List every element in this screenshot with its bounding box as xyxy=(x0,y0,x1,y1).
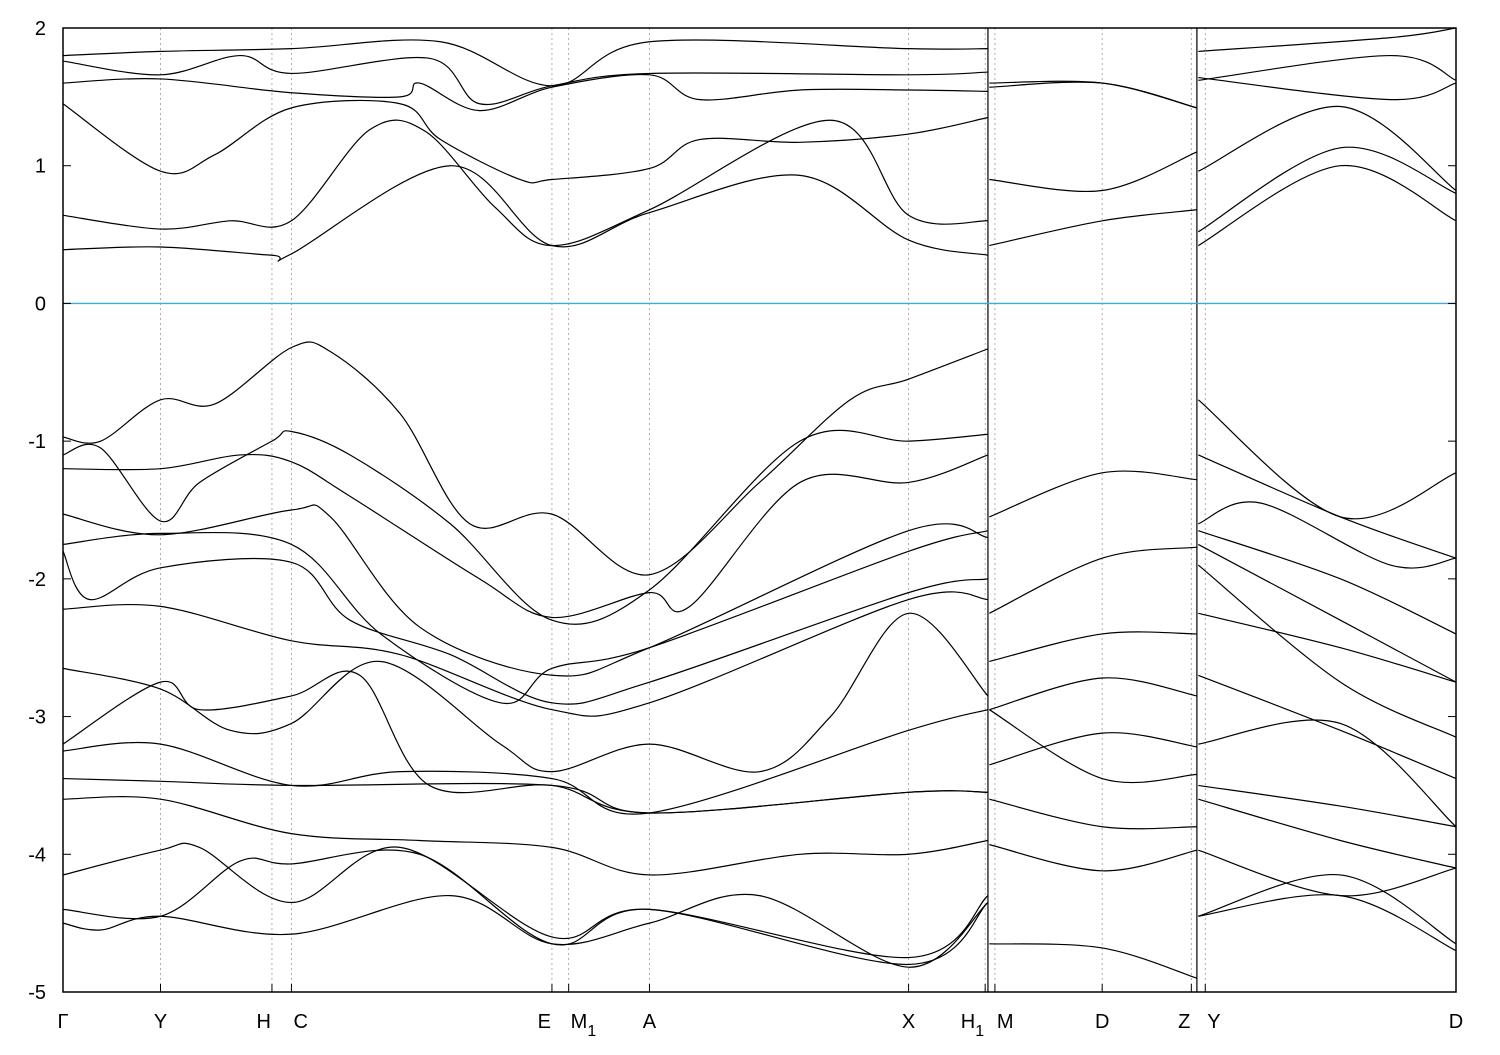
x-tick-label: Y xyxy=(154,1011,167,1033)
band-line xyxy=(62,429,989,625)
band-line xyxy=(1197,564,1457,738)
y-tick-label: -5 xyxy=(28,982,46,1004)
band-line xyxy=(1197,399,1457,520)
band-line xyxy=(989,709,1197,784)
band-line xyxy=(989,844,1198,872)
x-tick-label: D xyxy=(1449,1011,1463,1033)
x-tick-label: Γ xyxy=(57,1011,68,1033)
band-line xyxy=(1198,719,1457,828)
band-line xyxy=(989,943,1198,979)
band-line xyxy=(62,453,989,619)
x-tick-label: M xyxy=(997,1011,1014,1033)
band-line xyxy=(1198,784,1457,828)
band-line xyxy=(62,777,988,814)
band-line xyxy=(1198,76,1457,101)
x-tick-label: Z xyxy=(1178,1011,1190,1033)
band-line xyxy=(1198,501,1457,569)
band-line xyxy=(989,732,1197,766)
y-tick-label: 2 xyxy=(35,18,46,40)
x-tick-label: A xyxy=(643,1011,657,1033)
band-line xyxy=(62,73,988,112)
band-line xyxy=(62,504,989,677)
band-line xyxy=(62,54,988,106)
band-line xyxy=(62,893,989,968)
x-tick-label: M1 xyxy=(571,1011,597,1040)
y-tick-label: -2 xyxy=(28,569,46,591)
band-line xyxy=(1198,543,1457,683)
x-tick-label: C xyxy=(293,1011,307,1033)
band-line xyxy=(989,151,1198,192)
x-tick-label: H xyxy=(256,1011,270,1033)
band-line xyxy=(62,849,989,966)
band-line xyxy=(1198,27,1457,53)
band-line xyxy=(1198,798,1457,869)
grid-lines xyxy=(160,28,1206,992)
y-tick-label: -3 xyxy=(28,707,46,729)
plot-frame xyxy=(62,27,1457,993)
band-line xyxy=(62,612,989,773)
band-line xyxy=(62,842,989,959)
band-line xyxy=(1198,874,1457,945)
y-tick-label: -4 xyxy=(28,844,46,866)
bands xyxy=(62,27,1457,979)
band-line xyxy=(989,546,1197,614)
band-line xyxy=(989,209,1197,247)
band-line xyxy=(1198,54,1457,81)
band-line xyxy=(1198,105,1457,191)
band-line xyxy=(989,677,1198,711)
band-line xyxy=(62,39,988,87)
y-tick-label: -1 xyxy=(28,431,46,453)
band-line xyxy=(62,796,989,876)
band-line xyxy=(1198,612,1457,683)
band-line xyxy=(1198,849,1457,897)
band-line xyxy=(1198,894,1457,952)
band-line xyxy=(1198,454,1457,559)
x-tick-label: Y xyxy=(1207,1011,1220,1033)
band-line xyxy=(1198,674,1457,780)
y-tick-label: 0 xyxy=(35,293,46,315)
band-line xyxy=(62,551,989,705)
x-tick-label: H1 xyxy=(961,1011,984,1040)
band-line xyxy=(62,591,988,717)
band-line xyxy=(989,798,1197,830)
band-line xyxy=(1198,165,1457,247)
band-line xyxy=(62,670,988,814)
band-line xyxy=(62,119,988,247)
band-line xyxy=(1198,530,1457,635)
band-line xyxy=(989,470,1197,518)
band-line xyxy=(1197,146,1457,233)
y-tick-label: 1 xyxy=(35,156,46,178)
x-axis: Γ Y H C E M1 A X H1 M D Z Y D xyxy=(57,984,1463,1040)
x-tick-label: D xyxy=(1095,1011,1109,1033)
y-axis: 2 1 0 -1 -2 -3 -4 -5 xyxy=(28,18,1456,1004)
x-tick-label: E xyxy=(538,1011,551,1033)
band-line xyxy=(62,709,989,815)
x-tick-label: X xyxy=(902,1011,915,1033)
band-line xyxy=(989,81,1198,109)
band-line xyxy=(62,341,989,576)
band-line xyxy=(989,631,1197,663)
band-line xyxy=(62,99,989,184)
band-line xyxy=(62,530,989,705)
band-line xyxy=(62,165,989,262)
